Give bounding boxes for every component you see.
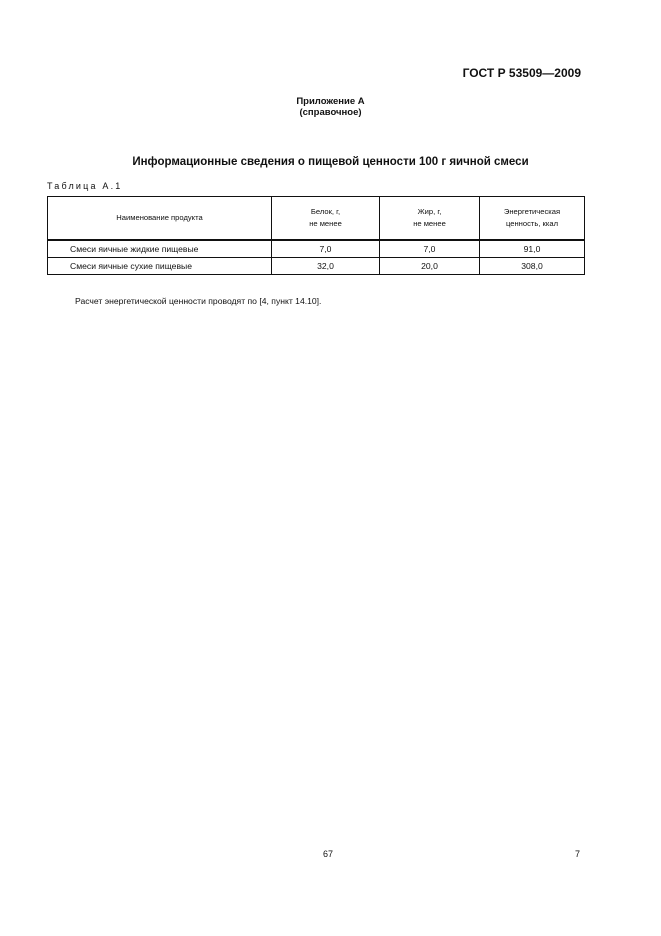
page-number-center: 67 xyxy=(323,849,334,859)
table-cell: 7,0 xyxy=(271,239,380,258)
table-cell: 32,0 xyxy=(271,257,380,275)
column-header: Жир, г, не менее xyxy=(379,196,480,241)
table-row: Смеси яичные жидкие пищевые 7,0 7,0 91,0 xyxy=(47,239,585,258)
column-header: Энергетическая ценность, ккал xyxy=(479,196,585,241)
table-header-row: Наименование продукта Белок, г, не менее … xyxy=(47,196,585,241)
appendix-heading: Приложение А (справочное) xyxy=(0,96,661,118)
nutrition-table: Наименование продукта Белок, г, не менее … xyxy=(47,196,585,275)
document-id: ГОСТ Р 53509—2009 xyxy=(462,66,581,80)
table-cell: 7,0 xyxy=(379,239,480,258)
table-row: Смеси яичные сухие пищевые 32,0 20,0 308… xyxy=(47,257,585,275)
table-cell: Смеси яичные жидкие пищевые xyxy=(47,239,272,258)
table-cell: 20,0 xyxy=(379,257,480,275)
column-header: Белок, г, не менее xyxy=(271,196,380,241)
table-cell: 91,0 xyxy=(479,239,585,258)
page-number-right: 7 xyxy=(575,849,581,859)
note-text: Расчет энергетической ценности проводят … xyxy=(75,296,322,306)
table-cell: 308,0 xyxy=(479,257,585,275)
appendix-title: Приложение А xyxy=(296,96,365,107)
appendix-subtitle: (справочное) xyxy=(299,107,362,118)
table-cell: Смеси яичные сухие пищевые xyxy=(47,257,272,275)
column-header: Наименование продукта xyxy=(47,196,272,241)
table-caption: Таблица А.1 xyxy=(47,181,123,191)
section-title: Информационные сведения о пищевой ценнос… xyxy=(132,156,529,168)
